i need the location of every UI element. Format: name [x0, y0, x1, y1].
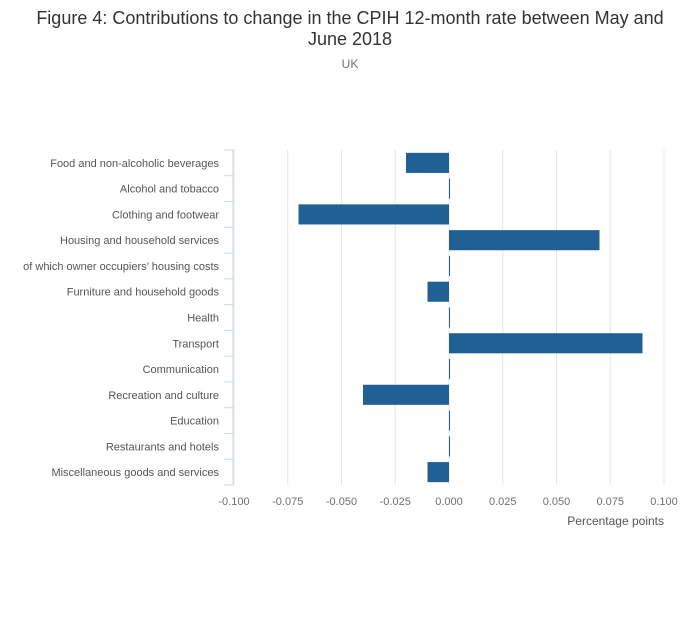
bar: [449, 333, 643, 354]
category-label: Miscellaneous goods and services: [51, 467, 219, 479]
bar: [449, 410, 450, 431]
x-tick-label: 0.000: [435, 496, 463, 508]
category-label: Communication: [143, 364, 219, 376]
bar: [427, 462, 449, 483]
category-label: Restaurants and hotels: [106, 441, 220, 453]
x-axis-title: Percentage points: [567, 514, 664, 528]
x-tick-label: -0.100: [218, 496, 249, 508]
x-tick-label: -0.025: [380, 496, 411, 508]
bar: [298, 204, 449, 225]
category-label: Clothing and footwear: [112, 209, 219, 221]
bar: [449, 358, 450, 380]
category-label: of which owner occupiers’ housing costs: [23, 261, 219, 273]
x-tick-label: -0.075: [272, 496, 303, 508]
bar: [449, 436, 450, 457]
bar: [427, 281, 449, 302]
x-tick-label: 0.025: [489, 496, 517, 508]
category-label: Alcohol and tobacco: [120, 184, 219, 196]
category-label: Education: [170, 416, 219, 428]
bar: [406, 152, 449, 173]
x-tick-label: 0.075: [596, 496, 624, 508]
chart-title: Figure 4: Contributions to change in the…: [36, 8, 664, 49]
category-label: Food and non-alcoholic beverages: [50, 158, 219, 170]
x-tick-label: -0.050: [326, 496, 357, 508]
bar: [449, 230, 600, 251]
category-label: Furniture and household goods: [67, 287, 220, 299]
bar: [449, 255, 450, 277]
bar: [449, 307, 450, 328]
bar: [363, 384, 449, 405]
category-label: Housing and household services: [60, 235, 219, 247]
bar: [449, 178, 450, 199]
x-tick-label: 0.100: [650, 496, 678, 508]
chart-subtitle: UK: [341, 57, 359, 71]
category-label: Transport: [172, 338, 219, 350]
category-label: Recreation and culture: [108, 390, 219, 402]
x-tick-label: 0.050: [543, 496, 571, 508]
category-label: Health: [187, 313, 219, 325]
